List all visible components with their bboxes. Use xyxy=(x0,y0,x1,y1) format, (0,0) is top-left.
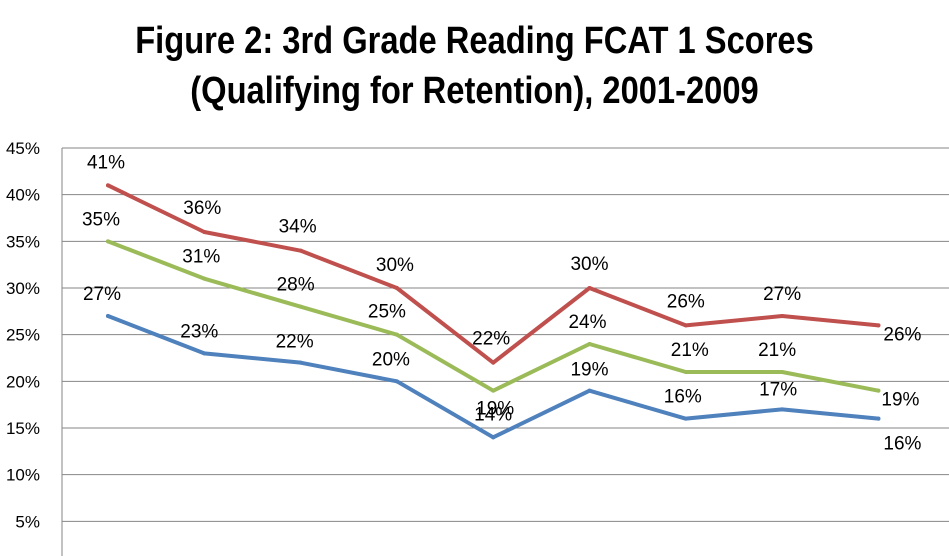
data-label: 28% xyxy=(277,275,315,296)
data-label: 34% xyxy=(279,217,317,238)
y-tick-label: 20% xyxy=(6,372,40,391)
data-label: 16% xyxy=(664,387,702,408)
data-point xyxy=(106,239,110,244)
chart-title: Figure 2: 3rd Grade Reading FCAT 1 Score… xyxy=(66,16,882,116)
data-point xyxy=(683,323,688,328)
y-tick-label: 45% xyxy=(6,139,40,158)
data-point xyxy=(683,416,688,421)
data-point xyxy=(202,230,207,234)
chart-title-line-2: (Qualifying for Retention), 2001-2009 xyxy=(190,70,759,112)
data-point xyxy=(683,370,688,374)
data-label: 17% xyxy=(759,379,797,400)
data-point xyxy=(202,276,207,281)
data-label: 23% xyxy=(180,321,218,342)
data-point xyxy=(780,407,785,412)
data-label: 27% xyxy=(763,284,801,305)
data-label: 26% xyxy=(883,324,921,345)
y-tick-label: 35% xyxy=(6,232,40,251)
data-point xyxy=(298,360,303,365)
data-label: 35% xyxy=(82,209,120,230)
data-point xyxy=(394,286,399,290)
data-label: 27% xyxy=(83,284,121,305)
data-point xyxy=(876,416,881,421)
data-label: 20% xyxy=(372,349,410,370)
data-point xyxy=(491,388,496,393)
data-point xyxy=(298,304,303,309)
data-point xyxy=(491,360,496,365)
data-label: 16% xyxy=(883,434,921,455)
chart-title-line-1: Figure 2: 3rd Grade Reading FCAT 1 Score… xyxy=(135,20,814,62)
data-label: 36% xyxy=(183,198,221,219)
data-point xyxy=(780,370,785,374)
data-label: 30% xyxy=(570,254,608,275)
data-point xyxy=(780,314,785,318)
data-point xyxy=(876,323,881,328)
data-label: 30% xyxy=(376,255,414,276)
data-label: 24% xyxy=(568,312,606,333)
y-tick-label: 15% xyxy=(6,419,40,438)
data-label: 14% xyxy=(474,404,512,425)
data-point xyxy=(491,435,496,440)
data-point xyxy=(587,342,592,346)
data-label: 22% xyxy=(472,329,510,350)
data-point xyxy=(394,379,399,384)
data-label: 21% xyxy=(758,340,796,361)
data-point xyxy=(587,388,592,393)
data-point xyxy=(298,248,303,253)
data-label: 25% xyxy=(368,302,406,323)
data-label: 22% xyxy=(276,332,314,353)
data-point xyxy=(202,351,207,356)
data-point xyxy=(106,183,110,188)
data-point xyxy=(106,314,110,318)
data-label: 19% xyxy=(881,390,919,411)
data-label: 41% xyxy=(87,152,125,173)
y-tick-label: 25% xyxy=(6,326,40,345)
y-tick-label: 5% xyxy=(15,512,40,531)
data-label: 19% xyxy=(570,360,608,381)
y-tick-label: 10% xyxy=(6,466,40,485)
data-label: 19% xyxy=(476,399,514,420)
data-point xyxy=(876,388,881,393)
data-point xyxy=(587,286,592,290)
y-tick-label: 40% xyxy=(6,186,40,205)
data-label: 26% xyxy=(667,291,705,312)
y-tick-label: 30% xyxy=(6,279,40,298)
data-point xyxy=(394,332,399,337)
data-label: 21% xyxy=(671,340,709,361)
data-label: 31% xyxy=(182,247,220,268)
